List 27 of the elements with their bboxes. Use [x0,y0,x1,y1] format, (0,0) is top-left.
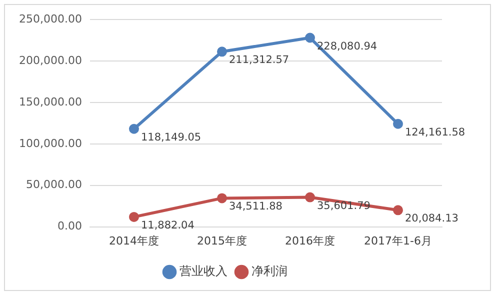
data-label: 211,312.57 [228,54,290,66]
legend-label: 净利润 [252,264,288,278]
x-tick-label: 2016年度 [284,234,335,248]
data-label: 35,601.79 [316,200,370,212]
x-tick-label: 2017年1-6月 [364,234,432,248]
data-label: 11,882.04 [140,219,195,232]
y-tick-label: 100,000.00 [18,136,82,150]
point [128,212,139,222]
point [216,46,227,57]
data-label: 34,511.88 [228,200,282,213]
data-label: 118,149.05 [140,131,202,144]
y-tick-label: 0.00 [57,220,82,233]
point [128,124,139,134]
point [216,193,227,204]
y-tick-label: 200,000.00 [18,54,82,67]
point [304,192,315,202]
x-tick-label: 2015年度 [196,234,247,248]
y-tick-label: 50,000.00 [26,178,82,192]
data-label: 124,161.58 [405,126,466,138]
point [393,205,403,216]
y-tick-label: 250,000.00 [18,12,82,26]
x-tick-label: 2014年度 [108,234,159,248]
point [393,118,403,129]
y-tick-label: 150,000.00 [18,95,82,108]
data-label: 20,084.13 [405,212,458,225]
point [304,32,315,43]
legend-label: 营业收入 [180,264,228,278]
